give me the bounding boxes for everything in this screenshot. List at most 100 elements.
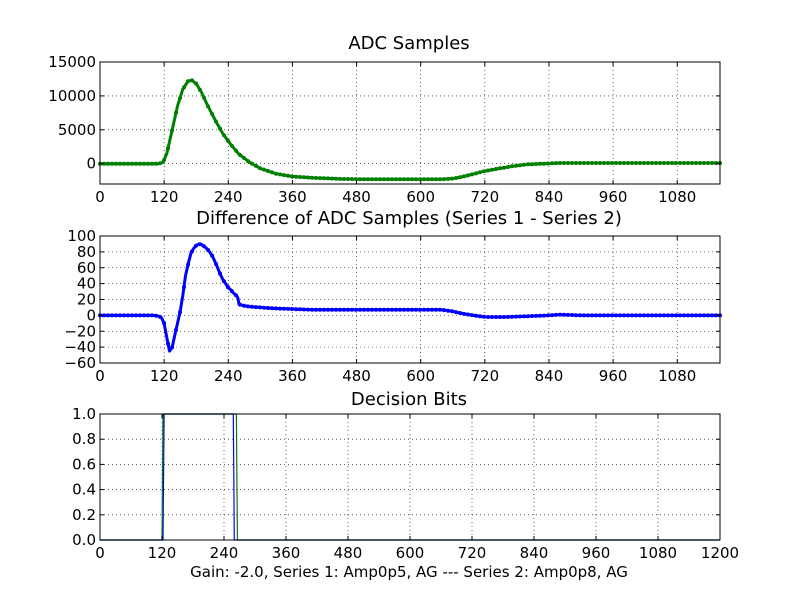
difference-data-point bbox=[378, 307, 382, 312]
difference-y-tick-label: 100 bbox=[67, 227, 96, 245]
adc-samples-data-point bbox=[414, 177, 418, 182]
difference-data-point bbox=[482, 314, 486, 319]
adc-samples-data-point bbox=[266, 169, 270, 173]
adc-samples-data-point bbox=[162, 158, 166, 163]
difference-data-point bbox=[178, 310, 182, 315]
difference-data-point bbox=[162, 321, 166, 325]
decision-bits-y-tick-label: 0.6 bbox=[72, 455, 96, 473]
decision-bits-y-tick-label: 0.2 bbox=[72, 506, 96, 524]
difference-data-point bbox=[282, 306, 286, 311]
difference-data-point bbox=[398, 307, 402, 312]
adc-samples-data-point bbox=[222, 133, 226, 138]
adc-samples-data-point bbox=[518, 163, 522, 168]
adc-samples-data-point bbox=[394, 177, 398, 182]
difference-data-point bbox=[214, 262, 218, 266]
adc-samples-data-point bbox=[474, 171, 478, 176]
decision-bits-subplot: Decision Bits 0 120 240 360 480 600 720 840 960 1… bbox=[72, 389, 739, 581]
difference-data-point bbox=[210, 253, 214, 258]
adc-samples-data-point bbox=[522, 162, 526, 167]
adc-samples-data-point bbox=[526, 162, 530, 167]
difference-data-point bbox=[670, 313, 674, 318]
adc-samples-data-point bbox=[298, 175, 302, 179]
difference-data-point bbox=[442, 308, 446, 313]
adc-samples-data-point bbox=[122, 161, 126, 166]
difference-data-point bbox=[450, 309, 454, 314]
difference-data-point bbox=[650, 313, 654, 318]
difference-data-point bbox=[458, 311, 462, 315]
adc-samples-data-point bbox=[114, 161, 118, 166]
difference-series-line-0 bbox=[100, 242, 720, 353]
difference-title: Difference of ADC Samples (Series 1 - Se… bbox=[196, 208, 622, 229]
adc-samples-data-point bbox=[690, 161, 694, 165]
adc-samples-data-point bbox=[478, 170, 482, 175]
difference-data-point bbox=[598, 313, 602, 318]
decision-bits-x-tick-label: 720 bbox=[458, 544, 487, 562]
difference-data-point bbox=[158, 314, 162, 319]
difference-data-point bbox=[278, 306, 282, 311]
difference-data-point bbox=[258, 305, 262, 310]
adc-samples-data-point bbox=[150, 161, 154, 166]
difference-data-point bbox=[622, 313, 626, 318]
difference-y-tick-label: 20 bbox=[77, 291, 96, 309]
difference-data-point bbox=[202, 244, 206, 249]
adc-samples-data-point bbox=[402, 177, 406, 182]
difference-data-point bbox=[510, 314, 514, 319]
difference-data-point bbox=[126, 313, 130, 318]
adc-samples-data-point bbox=[514, 163, 518, 168]
adc-samples-data-point bbox=[666, 161, 670, 165]
difference-data-point bbox=[358, 307, 362, 312]
decision-bits-x-tick-label: 600 bbox=[396, 544, 425, 562]
adc-samples-data-point bbox=[626, 161, 630, 165]
difference-data-point bbox=[342, 307, 346, 312]
adc-samples-data-point bbox=[530, 162, 534, 167]
difference-data-point bbox=[570, 313, 574, 317]
difference-x-tick-label: 480 bbox=[342, 367, 371, 385]
difference-data-point bbox=[430, 307, 434, 312]
adc-samples-data-point bbox=[634, 161, 638, 165]
adc-samples-data-point bbox=[346, 177, 350, 181]
decision-bits-y-tick-label: 0.4 bbox=[72, 481, 96, 499]
difference-data-point bbox=[118, 313, 122, 318]
decision-bits-y-tick-label: 0.8 bbox=[72, 430, 96, 448]
difference-data-point bbox=[478, 314, 482, 319]
difference-data-point bbox=[234, 293, 238, 298]
difference-data-point bbox=[262, 305, 266, 310]
adc-samples-data-point bbox=[314, 176, 318, 180]
adc-samples-data-point bbox=[430, 177, 434, 182]
adc-samples-data-point bbox=[142, 161, 146, 166]
difference-data-point bbox=[710, 313, 714, 318]
adc-samples-data-point bbox=[470, 172, 474, 177]
difference-data-point bbox=[198, 242, 202, 247]
adc-samples-data-point bbox=[562, 161, 566, 165]
difference-x-tick-label: 240 bbox=[214, 367, 243, 385]
adc-samples-data-point bbox=[386, 177, 390, 182]
adc-samples-data-point bbox=[290, 174, 294, 179]
adc-samples-data-point bbox=[410, 177, 414, 182]
difference-data-point bbox=[698, 313, 702, 318]
adc-samples-subplot: ADC Samples 0 120 240 360 480 600 720 840 960 108… bbox=[48, 33, 722, 206]
adc-samples-data-point bbox=[630, 161, 634, 165]
adc-samples-data-point bbox=[582, 161, 586, 165]
difference-data-point bbox=[662, 313, 666, 318]
difference-data-point bbox=[122, 313, 126, 318]
difference-data-point bbox=[302, 307, 306, 312]
difference-data-point bbox=[574, 313, 578, 318]
adc-samples-data-point bbox=[214, 119, 218, 124]
difference-data-point bbox=[406, 307, 410, 312]
adc-samples-x-tick-label: 480 bbox=[342, 188, 371, 206]
adc-samples-data-point bbox=[118, 161, 122, 166]
difference-y-tick-label: 40 bbox=[77, 275, 96, 293]
difference-data-point bbox=[330, 307, 334, 312]
difference-data-point bbox=[518, 314, 522, 319]
difference-data-point bbox=[454, 310, 458, 315]
difference-data-point bbox=[338, 307, 342, 312]
difference-data-point bbox=[422, 307, 426, 312]
adc-samples-data-point bbox=[130, 161, 134, 166]
adc-samples-data-point bbox=[538, 161, 542, 166]
difference-data-point bbox=[362, 307, 366, 312]
difference-data-point bbox=[666, 313, 670, 318]
difference-data-point bbox=[638, 313, 642, 318]
adc-samples-data-point bbox=[558, 161, 562, 165]
difference-data-point bbox=[286, 306, 290, 311]
